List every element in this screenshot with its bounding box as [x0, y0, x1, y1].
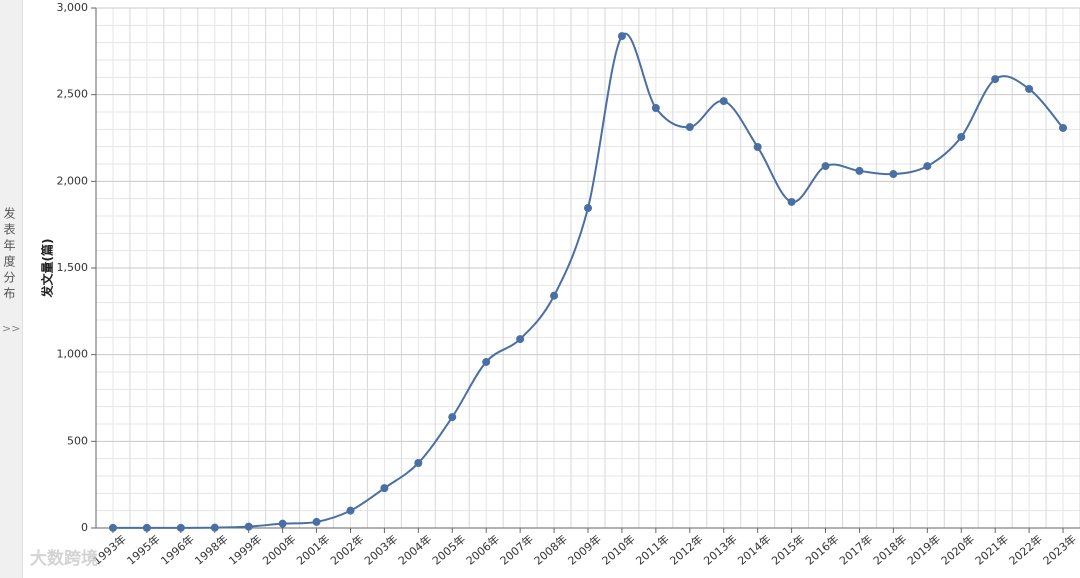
y-tick-label: 1,500 [57, 261, 89, 274]
point [516, 335, 525, 344]
x-tick-label: 2012年 [667, 532, 706, 568]
y-tick-label: 0 [81, 521, 88, 534]
y-tick-label: 2,500 [57, 88, 89, 101]
x-tick-label: 2000年 [260, 532, 299, 568]
x-tick-label: 2010年 [599, 532, 638, 568]
point [753, 143, 762, 152]
sidebar-toggle[interactable]: >> [2, 322, 21, 335]
y-tick-label: 500 [67, 434, 88, 447]
point [889, 170, 898, 179]
x-tick-label: 2003年 [361, 532, 400, 568]
x-tick-label: 2001年 [294, 532, 333, 568]
x-tick-label: 2005年 [429, 532, 468, 568]
x-tick-label: 2002年 [327, 532, 366, 568]
x-tick-label: 2017年 [836, 532, 875, 568]
x-tick-label: 2007年 [497, 532, 536, 568]
x-tick-label: 1999年 [226, 532, 265, 568]
x-tick-label: 2016年 [802, 532, 841, 568]
y-tick-label: 2,000 [57, 174, 89, 187]
watermark: 大数跨境 [30, 549, 98, 569]
y-tick-label: 1,000 [57, 348, 89, 361]
point [278, 519, 287, 528]
point [1059, 123, 1068, 132]
x-tick-label: 2019年 [904, 532, 943, 568]
point [448, 413, 457, 422]
point [482, 357, 491, 366]
x-tick-label: 2013年 [701, 532, 740, 568]
point [414, 459, 423, 467]
point [685, 123, 694, 132]
x-tick-label: 2022年 [1006, 532, 1045, 568]
x-tick-label: 2018年 [870, 532, 909, 568]
point [584, 204, 592, 213]
point [244, 522, 253, 531]
point [923, 162, 932, 171]
point [176, 523, 185, 532]
point [651, 104, 660, 113]
point [1025, 84, 1034, 93]
point [617, 32, 626, 41]
point [821, 162, 830, 171]
point [855, 166, 864, 175]
point [787, 197, 796, 206]
x-tick-label: 2014年 [735, 532, 774, 568]
y-axis-title: 发文量(篇) [40, 239, 55, 299]
point [550, 291, 559, 300]
x-tick-label: 2008年 [531, 532, 570, 568]
x-tick-label: 1998年 [192, 532, 231, 568]
x-tick-label: 2023年 [1040, 532, 1079, 568]
point [380, 484, 389, 493]
x-tick-label: 2004年 [395, 532, 434, 568]
x-tick-label: 2015年 [769, 532, 808, 568]
point [108, 523, 117, 532]
x-tick-label: 1995年 [124, 532, 163, 568]
y-tick-label: 3,000 [57, 1, 89, 14]
point [346, 506, 355, 515]
x-tick-label: 2021年 [972, 532, 1011, 568]
sidebar-label[interactable]: 发表年度分布 [2, 207, 16, 303]
x-tick-label: 2020年 [938, 532, 977, 568]
point [312, 517, 321, 526]
x-tick-label: 2006年 [463, 532, 502, 568]
x-tick-label: 2009年 [565, 532, 604, 568]
point [991, 75, 1000, 84]
point [210, 523, 219, 532]
x-tick-label: 1996年 [158, 532, 197, 568]
point [719, 97, 728, 106]
sidebar[interactable]: 发表年度分布 >> [0, 0, 23, 578]
x-tick-label: 2011年 [633, 532, 672, 568]
point [142, 523, 151, 532]
point [957, 132, 966, 141]
